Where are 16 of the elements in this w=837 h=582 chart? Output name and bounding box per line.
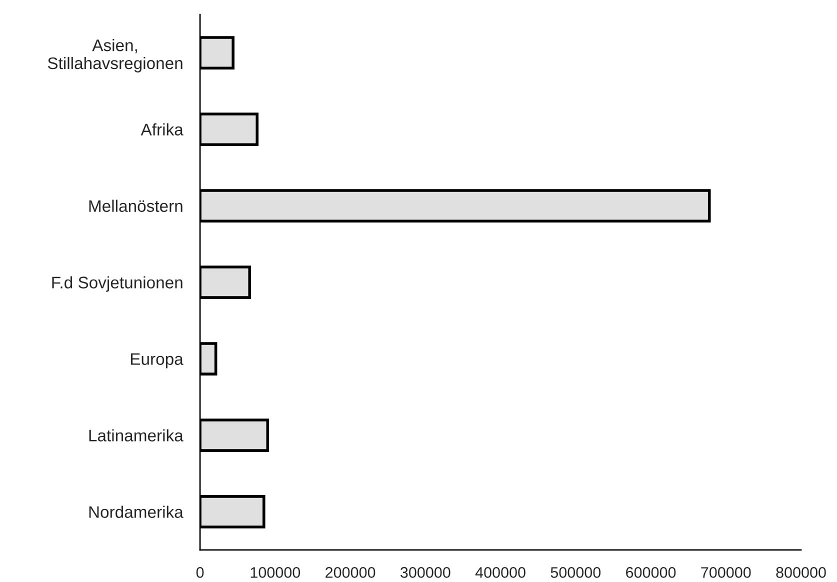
y-tick-label: Europa bbox=[131, 353, 184, 368]
x-tick-label: 800000 bbox=[776, 567, 826, 578]
x-tick-label: 700000 bbox=[701, 567, 751, 578]
y-tick-label: Afrika bbox=[140, 123, 184, 136]
x-tick-label: 500000 bbox=[550, 567, 601, 578]
x-tick-label: 200000 bbox=[326, 567, 376, 578]
y-tick-label: F.d Sovjetunionen bbox=[52, 276, 182, 292]
x-tick-label: 600000 bbox=[626, 567, 676, 578]
x-tick-label: 0 bbox=[196, 567, 204, 578]
x-tick-label: 100000 bbox=[250, 567, 300, 578]
x-tick-label: 400000 bbox=[475, 567, 526, 578]
y-tick-label: Nordamerika bbox=[89, 506, 184, 518]
y-tick-label: Latinamerika bbox=[89, 429, 184, 442]
y-tick-label: Asien, Stillahavsregionen bbox=[48, 38, 182, 72]
x-tick-label: 300000 bbox=[400, 567, 450, 578]
y-tick-label: Mellanöstern bbox=[89, 200, 182, 212]
